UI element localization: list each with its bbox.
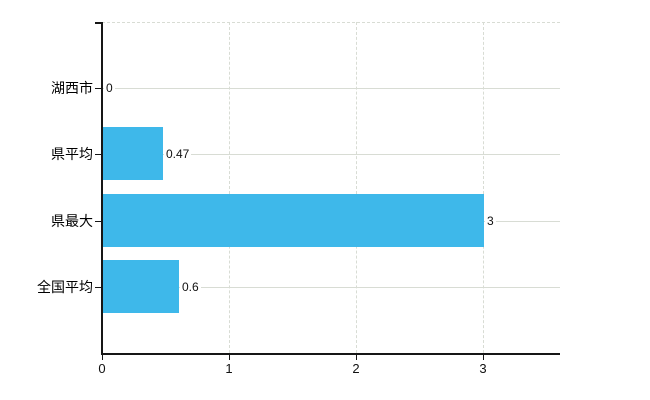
category-label: 県最大 — [51, 213, 93, 229]
x-axis-line — [101, 353, 560, 355]
y-axis-top-tick — [95, 22, 102, 24]
bar-県最大 — [103, 194, 484, 247]
x-tick-label: 2 — [352, 361, 360, 376]
value-label: 3 — [485, 214, 496, 228]
category-gridline — [102, 88, 560, 89]
bar-県平均 — [103, 127, 163, 180]
y-axis-tick — [95, 154, 102, 155]
plot-top-gridline — [102, 22, 560, 23]
x-axis-tick — [356, 355, 357, 360]
y-axis-tick — [95, 88, 102, 89]
x-axis-tick — [483, 355, 484, 360]
category-gridline — [102, 154, 560, 155]
x-axis-tick — [229, 355, 230, 360]
vertical-gridline — [229, 22, 230, 353]
category-gridline — [102, 287, 560, 288]
y-axis-line — [101, 22, 103, 355]
x-tick-label: 3 — [479, 361, 487, 376]
x-tick-label: 0 — [98, 361, 106, 376]
y-axis-tick — [95, 221, 102, 222]
x-axis-tick — [102, 355, 103, 360]
category-label: 湖西市 — [51, 80, 93, 96]
y-axis-tick — [95, 287, 102, 288]
bar-全国平均 — [103, 260, 179, 313]
value-label: 0.47 — [164, 147, 192, 161]
x-tick-label: 1 — [225, 361, 233, 376]
value-label: 0 — [104, 81, 115, 95]
category-label: 全国平均 — [37, 279, 93, 295]
category-label: 県平均 — [51, 146, 93, 162]
vertical-gridline — [356, 22, 357, 353]
vertical-gridline — [483, 22, 484, 353]
value-label: 0.6 — [180, 280, 201, 294]
